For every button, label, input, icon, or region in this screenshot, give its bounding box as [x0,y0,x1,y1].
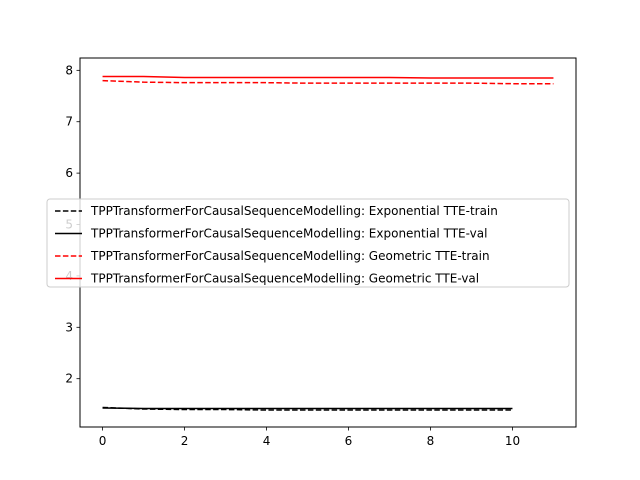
series-lines [102,75,554,411]
x-tick-label: 4 [263,434,271,448]
x-tick-label: 6 [345,434,353,448]
series-line-3 [102,79,554,85]
series-line-2 [102,407,513,410]
x-axis: 0 2 4 6 8 10 [99,427,520,448]
legend-entry-3: TPPTransformerForCausalSequenceModelling… [90,249,490,263]
y-tick-label: 7 [65,115,73,129]
y-tick-label: 2 [65,372,73,386]
y-tick-label: 3 [65,320,73,334]
x-tick-label: 2 [181,434,189,448]
x-tick-label: 10 [505,434,520,448]
legend: TPPTransformerForCausalSequenceModelling… [46,198,570,288]
y-tick-label: 8 [65,63,73,77]
series-line-1 [102,406,513,411]
legend-entry-4: TPPTransformerForCausalSequenceModelling… [90,272,479,286]
x-tick-label: 0 [99,434,107,448]
legend-entry-2: TPPTransformerForCausalSequenceModelling… [90,227,487,241]
series-line-4 [102,75,554,79]
legend-box [46,198,570,288]
y-tick-label: 6 [65,166,73,180]
legend-entry-1: TPPTransformerForCausalSequenceModelling… [90,204,498,218]
x-tick-label: 8 [427,434,435,448]
